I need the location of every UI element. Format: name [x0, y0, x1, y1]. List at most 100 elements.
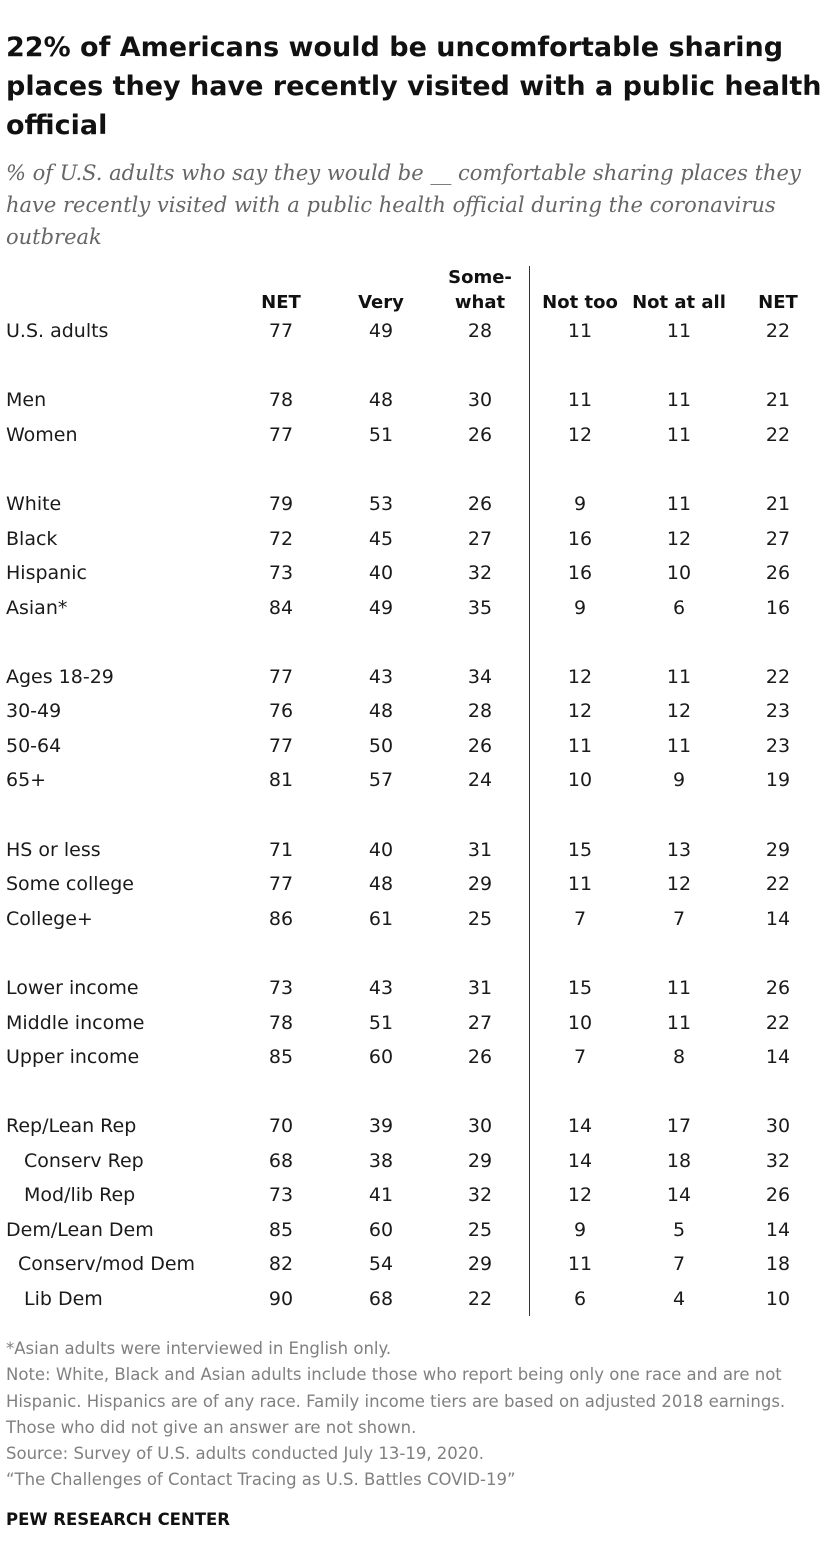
value-cell-not_too: 6	[573, 1288, 587, 1310]
value-cell-net_uncomfortable: 22	[765, 424, 791, 446]
value-cell-very: 41	[368, 1184, 394, 1206]
value-cell-not_too: 11	[567, 1253, 593, 1275]
value-cell-net_comfortable: 85	[268, 1046, 294, 1068]
value-cell-not_at_all: 8	[672, 1046, 686, 1068]
value-cell-not_too: 9	[573, 1219, 587, 1241]
value-cell-not_at_all: 4	[672, 1288, 686, 1310]
value-cell-net_uncomfortable: 16	[765, 597, 791, 619]
value-cell-not_at_all: 11	[666, 424, 692, 446]
value-cell-net_comfortable: 72	[268, 528, 294, 550]
value-cell-not_at_all: 7	[672, 908, 686, 930]
value-cell-not_too: 15	[567, 977, 593, 999]
value-cell-net_uncomfortable: 30	[765, 1115, 791, 1137]
value-cell-not_too: 7	[573, 908, 587, 930]
value-cell-somewhat: 34	[467, 666, 493, 688]
row-label: Middle income	[6, 1012, 145, 1034]
method-note: Note: White, Black and Asian adults incl…	[6, 1365, 786, 1437]
value-cell-somewhat: 26	[467, 1046, 493, 1068]
row-label: Upper income	[6, 1046, 140, 1068]
row-label: Conserv/mod Dem	[18, 1253, 196, 1275]
value-cell-net_comfortable: 77	[268, 424, 294, 446]
value-cell-somewhat: 27	[467, 1012, 493, 1034]
value-cell-very: 38	[368, 1150, 394, 1172]
value-cell-not_too: 12	[567, 424, 593, 446]
value-cell-very: 48	[368, 389, 394, 411]
value-cell-net_uncomfortable: 22	[765, 666, 791, 688]
column-header-net_comfortable-line2: NET	[261, 292, 301, 313]
value-cell-net_uncomfortable: 27	[765, 528, 791, 550]
row-label: White	[6, 493, 62, 515]
value-cell-net_uncomfortable: 14	[765, 1219, 791, 1241]
chart-title: 22% of Americans would be uncomfortable …	[6, 32, 822, 141]
row-label: Ages 18-29	[6, 666, 114, 688]
value-cell-very: 48	[368, 700, 394, 722]
value-cell-net_uncomfortable: 22	[765, 1012, 791, 1034]
value-cell-not_too: 16	[567, 562, 593, 584]
value-cell-very: 39	[368, 1115, 394, 1137]
value-cell-net_comfortable: 77	[268, 320, 294, 342]
value-cell-net_comfortable: 84	[268, 597, 294, 619]
value-cell-somewhat: 27	[467, 528, 493, 550]
value-cell-not_at_all: 11	[666, 1012, 692, 1034]
value-cell-somewhat: 30	[467, 389, 493, 411]
value-cell-net_comfortable: 77	[268, 666, 294, 688]
row-label: U.S. adults	[6, 320, 109, 342]
value-cell-net_uncomfortable: 21	[765, 389, 791, 411]
value-cell-not_at_all: 6	[672, 597, 686, 619]
value-cell-not_at_all: 5	[672, 1219, 686, 1241]
chart-subtitle: % of U.S. adults who say they would be _…	[6, 161, 801, 249]
value-cell-very: 53	[368, 493, 394, 515]
value-cell-net_uncomfortable: 23	[765, 700, 791, 722]
value-cell-net_uncomfortable: 21	[765, 493, 791, 515]
value-cell-not_too: 10	[567, 1012, 593, 1034]
value-cell-somewhat: 26	[467, 735, 493, 757]
column-header-somewhat-line2: what	[454, 292, 506, 313]
row-label: College+	[6, 908, 93, 930]
row-label: HS or less	[6, 839, 101, 861]
column-header-very-line2: Very	[358, 292, 404, 313]
value-cell-somewhat: 32	[467, 1184, 493, 1206]
value-cell-net_uncomfortable: 22	[765, 873, 791, 895]
value-cell-net_uncomfortable: 26	[765, 562, 791, 584]
value-cell-net_uncomfortable: 26	[765, 977, 791, 999]
value-cell-net_uncomfortable: 29	[765, 839, 791, 861]
value-cell-not_at_all: 17	[666, 1115, 692, 1137]
row-label: Hispanic	[6, 562, 87, 584]
row-label: Mod/lib Rep	[24, 1184, 136, 1206]
row-label: Black	[6, 528, 58, 550]
value-cell-not_at_all: 11	[666, 493, 692, 515]
value-cell-not_at_all: 12	[666, 528, 692, 550]
value-cell-not_at_all: 18	[666, 1150, 692, 1172]
value-cell-net_comfortable: 70	[268, 1115, 294, 1137]
value-cell-not_at_all: 12	[666, 700, 692, 722]
value-cell-net_comfortable: 90	[268, 1288, 294, 1310]
value-cell-net_comfortable: 79	[268, 493, 294, 515]
value-cell-not_too: 9	[573, 493, 587, 515]
value-cell-somewhat: 31	[467, 977, 493, 999]
value-cell-not_at_all: 9	[672, 769, 686, 791]
value-cell-very: 45	[368, 528, 394, 550]
value-cell-somewhat: 24	[467, 769, 493, 791]
value-cell-very: 43	[368, 977, 394, 999]
value-cell-net_comfortable: 82	[268, 1253, 294, 1275]
row-label: Men	[6, 389, 47, 411]
column-header-somewhat-line1: Some-	[448, 267, 512, 288]
value-cell-net_uncomfortable: 22	[765, 320, 791, 342]
value-cell-somewhat: 25	[467, 1219, 493, 1241]
value-cell-not_at_all: 12	[666, 873, 692, 895]
value-cell-not_too: 12	[567, 1184, 593, 1206]
value-cell-not_at_all: 14	[666, 1184, 692, 1206]
value-cell-net_comfortable: 85	[268, 1219, 294, 1241]
row-label: Conserv Rep	[24, 1150, 144, 1172]
value-cell-not_at_all: 11	[666, 666, 692, 688]
value-cell-somewhat: 25	[467, 908, 493, 930]
value-cell-net_uncomfortable: 10	[765, 1288, 791, 1310]
value-cell-very: 49	[368, 320, 394, 342]
value-cell-net_uncomfortable: 18	[765, 1253, 791, 1275]
column-divider	[529, 266, 530, 1316]
value-cell-somewhat: 31	[467, 839, 493, 861]
value-cell-not_too: 11	[567, 320, 593, 342]
asian-footnote: *Asian adults were interviewed in Englis…	[6, 1339, 392, 1358]
value-cell-very: 61	[368, 908, 394, 930]
value-cell-very: 60	[368, 1219, 394, 1241]
